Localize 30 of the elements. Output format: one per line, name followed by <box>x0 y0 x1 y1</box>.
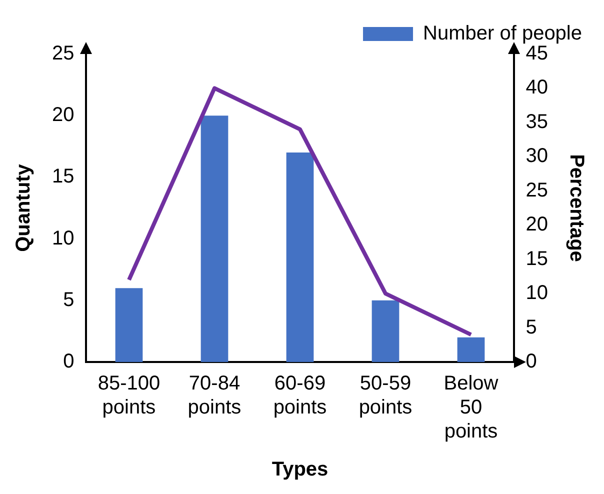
y-axis-title: Quantuty <box>12 163 35 252</box>
y-tick-label: 0 <box>63 350 74 373</box>
bar <box>372 300 400 362</box>
y2-tick-label: 40 <box>526 76 548 99</box>
bar <box>115 288 143 362</box>
bar <box>286 152 314 362</box>
y2-tick-label: 20 <box>526 214 548 236</box>
x-axis-title: Types <box>272 458 328 481</box>
y-tick-label: 25 <box>52 42 74 65</box>
y2-tick-label: 25 <box>526 179 548 202</box>
legend-label: Number of people <box>423 22 582 45</box>
bar <box>200 116 228 362</box>
y2-tick-label: 10 <box>526 282 548 304</box>
y-tick-label: 20 <box>52 104 74 126</box>
y2-tick-label: 0 <box>526 350 537 373</box>
x-tick-label: Below 50 points <box>444 372 499 443</box>
y2-tick-label: 5 <box>526 316 537 338</box>
y2-tick-label: 45 <box>526 42 548 65</box>
y2-tick-label: 35 <box>526 110 548 133</box>
y-tick-label: 15 <box>52 166 74 188</box>
bar <box>457 337 485 362</box>
y-tick-label: 5 <box>63 288 74 311</box>
y2-axis-title: Percentage <box>565 154 588 262</box>
y2-tick-label: 30 <box>526 145 548 168</box>
x-tick-label: 70-84 points <box>188 372 242 419</box>
y-tick-label: 10 <box>52 227 74 250</box>
x-tick-label: 60-69 points <box>273 372 327 419</box>
y2-tick-label: 15 <box>526 248 548 270</box>
x-tick-label: 85-100 points <box>98 372 160 419</box>
x-tick-label: 50-59 points <box>358 372 412 419</box>
